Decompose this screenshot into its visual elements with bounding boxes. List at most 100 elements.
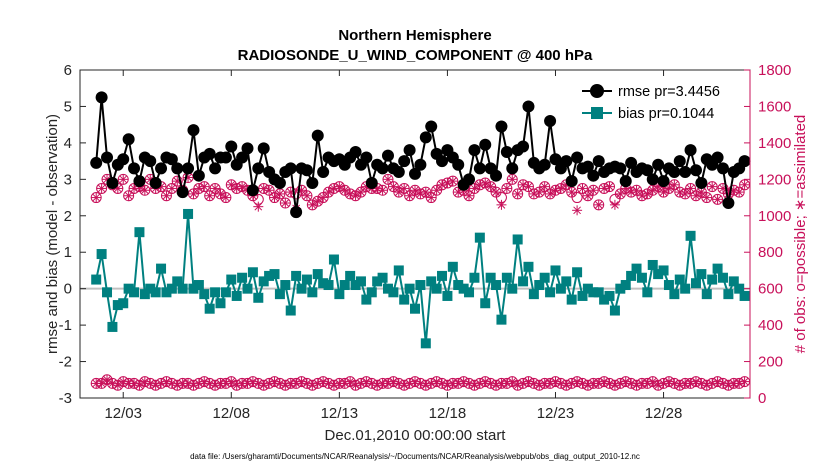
asterisk-stroke <box>503 379 511 388</box>
rmse-point <box>171 162 184 175</box>
asterisk-stroke <box>508 377 517 386</box>
rmse-point <box>479 138 492 151</box>
bias-point <box>382 283 393 294</box>
rmse-point <box>182 162 195 175</box>
asterisk-stroke <box>670 180 679 189</box>
y-tick-label: 1 <box>64 244 72 261</box>
assimilated-obs-point <box>215 188 226 199</box>
bias-point <box>566 294 577 305</box>
asterisk-stroke <box>173 381 182 390</box>
asterisk-stroke <box>654 381 662 390</box>
asterisk-stroke <box>135 381 144 390</box>
assimilated-obs-point <box>523 181 534 192</box>
assimilated-obs-point <box>464 190 475 201</box>
rmse-point <box>149 176 162 189</box>
bias-point <box>572 267 583 278</box>
assimilated-obs-point <box>96 183 107 194</box>
rmse-point <box>165 153 178 166</box>
bias-point <box>172 276 183 287</box>
assimilated-obs-point <box>593 199 604 210</box>
rmse-point <box>452 158 465 171</box>
rmse-point <box>192 169 205 182</box>
asterisk-stroke <box>400 381 409 390</box>
asterisk-stroke <box>492 381 500 390</box>
rmse-point <box>560 155 573 168</box>
assimilated-obs-point <box>485 181 496 192</box>
rmse-point <box>252 162 265 175</box>
rmse-point <box>414 158 427 171</box>
assimilated-obs-point-lower <box>739 376 750 387</box>
asterisk-stroke <box>578 184 587 193</box>
rmse-point <box>587 169 600 182</box>
asterisk-stroke <box>513 190 522 198</box>
asterisk-stroke <box>503 184 511 193</box>
bias-point <box>577 290 588 301</box>
asterisk-stroke <box>265 379 273 388</box>
bias-point <box>312 269 323 280</box>
bias-point <box>107 321 118 332</box>
assimilated-obs-point <box>264 185 275 196</box>
rmse-point <box>317 166 330 179</box>
bias-point <box>636 272 647 283</box>
asterisk-stroke <box>357 379 365 388</box>
asterisk-stroke <box>157 379 165 388</box>
bias-point <box>150 287 161 298</box>
bias-point <box>388 287 399 298</box>
bias-point <box>393 265 404 276</box>
asterisk-stroke <box>665 184 673 193</box>
bias-point <box>264 270 275 281</box>
data-file-footnote: data file: /Users/gharamti/Documents/NCA… <box>190 452 640 461</box>
assimilated-obs-point <box>91 192 102 203</box>
rmse-point <box>652 158 665 171</box>
bias-point <box>247 267 258 278</box>
y2-tick-label: 800 <box>758 244 783 261</box>
asterisk-stroke <box>113 184 122 193</box>
bias-point <box>663 280 674 291</box>
bias-point <box>431 283 442 294</box>
rmse-point <box>614 162 627 175</box>
bias-point <box>437 270 448 281</box>
rmse-point <box>495 120 508 133</box>
assimilated-obs-point <box>204 190 215 201</box>
assimilated-obs-point <box>539 181 550 192</box>
bias-point <box>183 208 194 219</box>
asterisk-stroke <box>638 191 646 200</box>
asterisk-stroke <box>470 381 479 390</box>
assimilated-obs-point <box>280 198 291 209</box>
assimilated-obs-point <box>680 188 691 199</box>
legend-rmse-label: rmse pr=3.4456 <box>618 84 720 100</box>
rmse-point <box>241 142 254 155</box>
rmse-point <box>257 142 270 155</box>
bias-point <box>199 289 210 300</box>
rmse-point <box>689 164 702 177</box>
asterisk-stroke <box>486 182 495 191</box>
axes: -3 -2 -1 0 1 2 3 4 5 6 0 200 400 600 800 1000 1200 1400 16… <box>59 62 792 422</box>
asterisk-stroke <box>740 377 749 386</box>
asterisk-stroke <box>427 193 436 202</box>
bias-point <box>339 280 350 291</box>
asterisk-stroke <box>400 184 409 193</box>
assimilated-obs-point <box>496 199 507 210</box>
rmse-point <box>155 162 168 175</box>
asterisk-stroke <box>384 379 392 388</box>
y2-tick-label: 400 <box>758 317 783 334</box>
asterisk-stroke <box>389 182 398 191</box>
asterisk-stroke <box>605 182 614 191</box>
assimilated-obs-point <box>399 183 410 194</box>
rmse-point <box>144 155 157 168</box>
rmse-point <box>549 153 562 166</box>
asterisk-stroke <box>708 182 717 191</box>
asterisk-stroke <box>692 191 700 200</box>
bias-point <box>296 283 307 294</box>
rmse-point <box>349 146 362 158</box>
bias-point <box>701 289 712 300</box>
asterisk-stroke <box>222 193 230 202</box>
bias-point <box>501 272 512 283</box>
rmse-point <box>398 155 411 168</box>
asterisk-stroke <box>708 379 717 388</box>
rmse-point <box>538 158 551 171</box>
rmse-point <box>738 155 751 168</box>
bias-point <box>372 276 383 287</box>
asterisk-stroke <box>530 190 538 198</box>
bias-point <box>291 270 302 281</box>
